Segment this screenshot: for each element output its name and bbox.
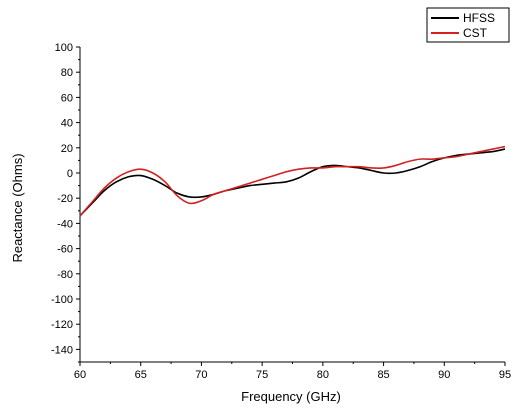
x-tick-label: 90 — [438, 369, 450, 381]
x-axis-title: Frequency (GHz) — [241, 389, 341, 404]
y-tick-label: 100 — [55, 42, 73, 54]
legend-box — [426, 7, 510, 43]
x-tick-label: 85 — [377, 369, 389, 381]
axis-ticks: 60 65 70 75 80 85 90 95 100 80 60 40 20 0 -20 -40 -60 -80… — [51, 42, 511, 381]
y-tick-label: 20 — [61, 143, 73, 155]
x-tick-label: 80 — [317, 369, 329, 381]
y-tick-label: 40 — [61, 118, 73, 130]
y-tick-label: -40 — [57, 218, 73, 230]
y-tick-label: 0 — [67, 168, 73, 180]
y-tick-label: 80 — [61, 67, 73, 79]
legend-label-hfss: HFSS — [463, 11, 495, 25]
x-tick-label: 95 — [499, 369, 511, 381]
plot-axes — [79, 47, 505, 363]
y-tick-label: -60 — [57, 244, 73, 256]
y-tick-label: 60 — [61, 92, 73, 104]
y-tick-label: -20 — [57, 193, 73, 205]
y-axis-title: Reactance (Ohms) — [10, 153, 25, 262]
y-tick-label: -100 — [51, 294, 73, 306]
series-layer — [79, 145, 506, 217]
x-tick-label: 60 — [74, 369, 86, 381]
y-tick-label: -120 — [51, 319, 73, 331]
x-tick-label: 65 — [135, 369, 147, 381]
x-tick-label: 70 — [195, 369, 207, 381]
series-line-cst — [79, 145, 506, 217]
series-line-hfss — [79, 148, 506, 217]
x-tick-label: 75 — [256, 369, 268, 381]
y-tick-label: -140 — [51, 344, 73, 356]
legend-label-cst: CST — [463, 26, 488, 40]
y-tick-label: -80 — [57, 269, 73, 281]
